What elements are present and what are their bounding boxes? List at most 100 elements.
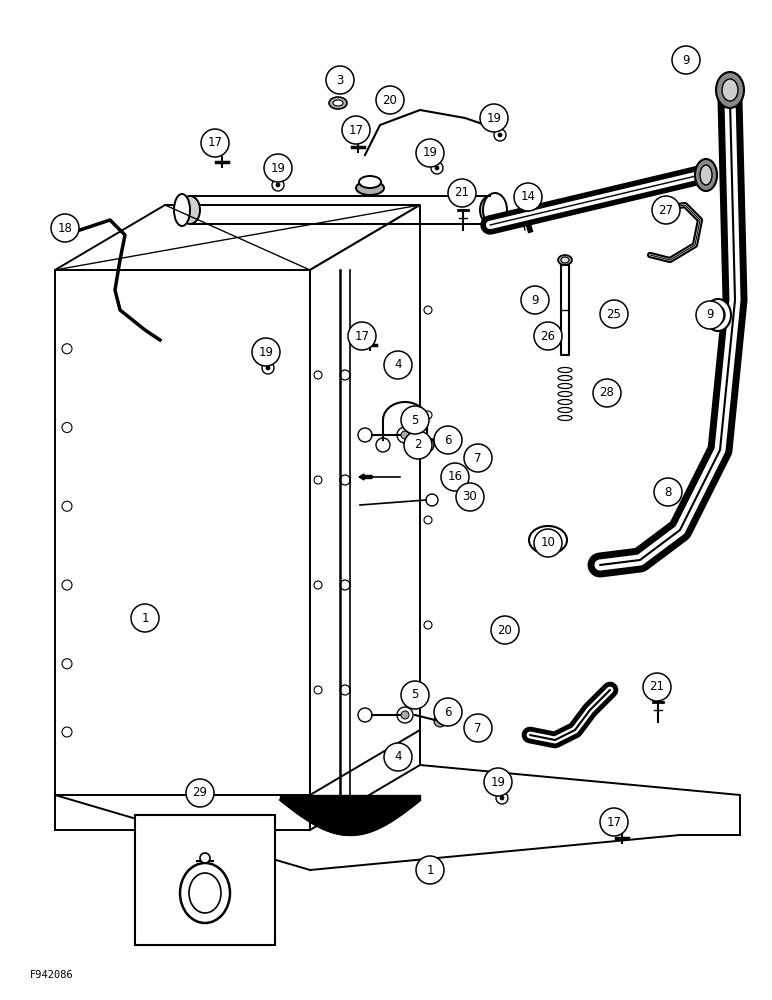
Circle shape [384,351,412,379]
Text: 17: 17 [354,330,370,342]
Circle shape [498,133,502,137]
Circle shape [384,743,412,771]
Circle shape [272,179,284,191]
Circle shape [401,711,409,719]
Circle shape [435,166,439,170]
Text: 19: 19 [422,146,438,159]
Circle shape [401,406,429,434]
Circle shape [514,183,542,211]
Circle shape [491,616,519,644]
Text: 3: 3 [337,74,344,87]
Circle shape [426,494,438,506]
Text: 10: 10 [540,536,555,550]
Text: 5: 5 [411,688,418,702]
Text: 1: 1 [141,611,149,624]
Ellipse shape [695,159,717,191]
Circle shape [521,286,549,314]
Circle shape [201,129,229,157]
Text: 25: 25 [607,308,621,320]
Circle shape [404,431,432,459]
FancyArrow shape [359,474,372,480]
Text: 9: 9 [706,308,714,322]
Circle shape [652,196,680,224]
Text: 17: 17 [208,136,222,149]
Text: 2: 2 [415,438,422,452]
Circle shape [500,796,504,800]
Circle shape [264,154,292,182]
Circle shape [434,435,446,447]
Circle shape [434,698,462,726]
Circle shape [441,463,469,491]
Ellipse shape [722,79,738,101]
Text: 20: 20 [498,624,513,637]
Circle shape [456,483,484,511]
Text: 4: 4 [394,359,401,371]
Text: 17: 17 [607,816,621,828]
Text: 7: 7 [474,452,482,464]
Text: 29: 29 [192,786,208,800]
Ellipse shape [329,97,347,109]
Ellipse shape [359,176,381,188]
Text: 19: 19 [486,111,502,124]
Circle shape [416,856,444,884]
Polygon shape [55,205,420,270]
Circle shape [484,768,512,796]
Text: 5: 5 [411,414,418,426]
Text: 21: 21 [649,680,665,694]
Ellipse shape [716,72,744,108]
Circle shape [643,673,671,701]
Text: 28: 28 [600,386,615,399]
Text: 19: 19 [490,776,506,788]
Text: 14: 14 [520,190,536,204]
Ellipse shape [537,532,559,548]
Circle shape [600,300,628,328]
Circle shape [200,853,210,863]
Circle shape [496,792,508,804]
Ellipse shape [180,196,200,224]
Circle shape [397,707,413,723]
Text: 18: 18 [58,222,73,234]
Text: 19: 19 [270,161,286,174]
Text: 6: 6 [444,434,452,446]
Text: 26: 26 [540,330,556,342]
Circle shape [186,779,214,807]
Circle shape [593,379,621,407]
Polygon shape [310,205,420,795]
Text: 20: 20 [383,94,398,106]
Circle shape [401,431,409,439]
Ellipse shape [529,526,567,554]
Circle shape [358,708,372,722]
Circle shape [348,322,376,350]
Circle shape [416,139,444,167]
Ellipse shape [711,306,725,324]
Polygon shape [135,815,275,945]
Circle shape [276,183,280,187]
Circle shape [534,529,562,557]
Circle shape [534,322,562,350]
Ellipse shape [561,257,569,263]
Circle shape [431,162,443,174]
Text: F942086: F942086 [30,970,74,980]
Circle shape [51,214,79,242]
Ellipse shape [356,181,384,195]
Text: 30: 30 [462,490,477,504]
Circle shape [600,808,628,836]
Ellipse shape [189,873,221,913]
Ellipse shape [174,194,190,226]
Circle shape [401,681,429,709]
Circle shape [131,604,159,632]
Circle shape [358,428,372,442]
Ellipse shape [558,255,572,265]
Circle shape [654,478,682,506]
Text: 7: 7 [474,722,482,734]
Text: 9: 9 [531,294,539,306]
Text: 1: 1 [426,863,434,876]
Text: 21: 21 [455,186,469,200]
Text: 19: 19 [259,346,273,359]
Circle shape [397,427,413,443]
Text: 16: 16 [448,471,462,484]
Circle shape [434,426,462,454]
Circle shape [480,104,508,132]
Circle shape [342,116,370,144]
Text: 9: 9 [682,53,689,66]
